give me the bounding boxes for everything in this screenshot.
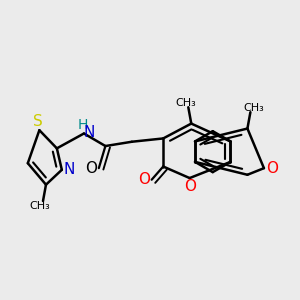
- Text: CH₃: CH₃: [175, 98, 196, 108]
- Text: O: O: [266, 161, 278, 176]
- Text: O: O: [85, 161, 97, 176]
- Text: CH₃: CH₃: [30, 201, 50, 212]
- Text: O: O: [138, 172, 150, 187]
- Text: CH₃: CH₃: [243, 103, 264, 113]
- Text: H: H: [78, 118, 88, 132]
- Text: N: N: [83, 124, 94, 140]
- Text: S: S: [33, 114, 43, 129]
- Text: N: N: [64, 162, 75, 177]
- Text: O: O: [184, 179, 196, 194]
